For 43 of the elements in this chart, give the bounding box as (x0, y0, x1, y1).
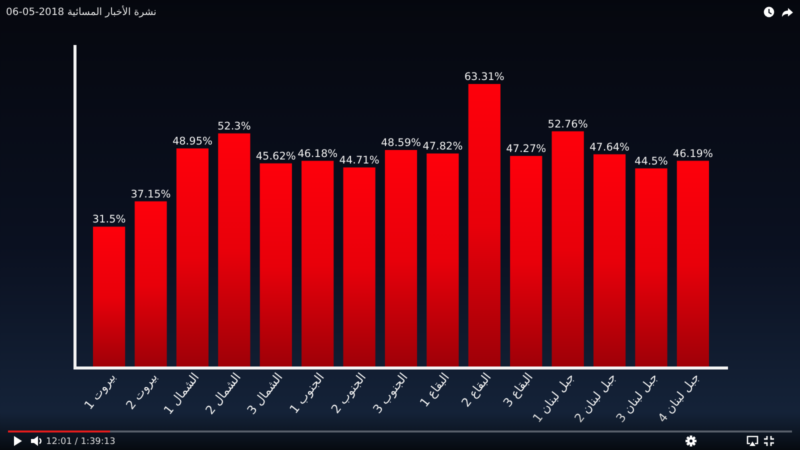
bar (593, 154, 626, 368)
x-tick-label: الجنوب 3 (370, 370, 410, 416)
bar (552, 131, 584, 368)
bar (218, 133, 250, 368)
data-label: 48.95% (172, 135, 213, 148)
bar (302, 160, 334, 368)
data-label: 45.62% (256, 150, 296, 162)
bar (93, 226, 126, 368)
text: 12:01 / 1:39:13 (46, 437, 116, 447)
data-label: 52.3% (218, 120, 251, 132)
bar (260, 163, 292, 368)
x-tick-label: البقاع 1 (417, 370, 452, 410)
data-label: 31.5% (92, 214, 126, 226)
x-tick-label: الجنوب 1 (286, 370, 327, 416)
bar (134, 201, 167, 368)
x-tick-label: الشمال 2 (202, 370, 244, 418)
data-label: 47.82% (422, 140, 463, 152)
data-label: 47.27% (506, 142, 546, 155)
chart-title: نشرة الأخبار المسائية 2018-05-06 (6, 5, 156, 18)
data-label: 44.5% (634, 155, 668, 168)
data-label: 44.71% (339, 154, 380, 166)
bar (343, 167, 376, 368)
data-label: 37.15% (130, 188, 171, 200)
bar (468, 84, 500, 368)
bar (384, 150, 418, 368)
data-label: 46.19% (672, 148, 713, 160)
bar (510, 156, 542, 368)
x-tick-label: الشمال 1 (160, 370, 202, 418)
x-tick-label: الجنوب 2 (328, 370, 369, 416)
x-tick-label: الشمال 3 (244, 370, 286, 418)
x-tick-label: البقاع 3 (500, 370, 536, 410)
bar (676, 160, 709, 368)
data-label: 46.18% (298, 148, 338, 160)
data-label: 48.59% (380, 137, 422, 150)
bar (426, 153, 459, 368)
data-label: 52.76% (548, 118, 588, 130)
x-tick-label: البقاع 2 (458, 370, 494, 410)
x-tick-label: بيروت 2 (123, 370, 160, 412)
bar (176, 148, 209, 368)
data-label: 63.31% (464, 70, 504, 83)
bar (635, 168, 668, 368)
x-tick-label: بيروت 1 (81, 370, 118, 412)
data-label: 47.64% (590, 141, 630, 154)
